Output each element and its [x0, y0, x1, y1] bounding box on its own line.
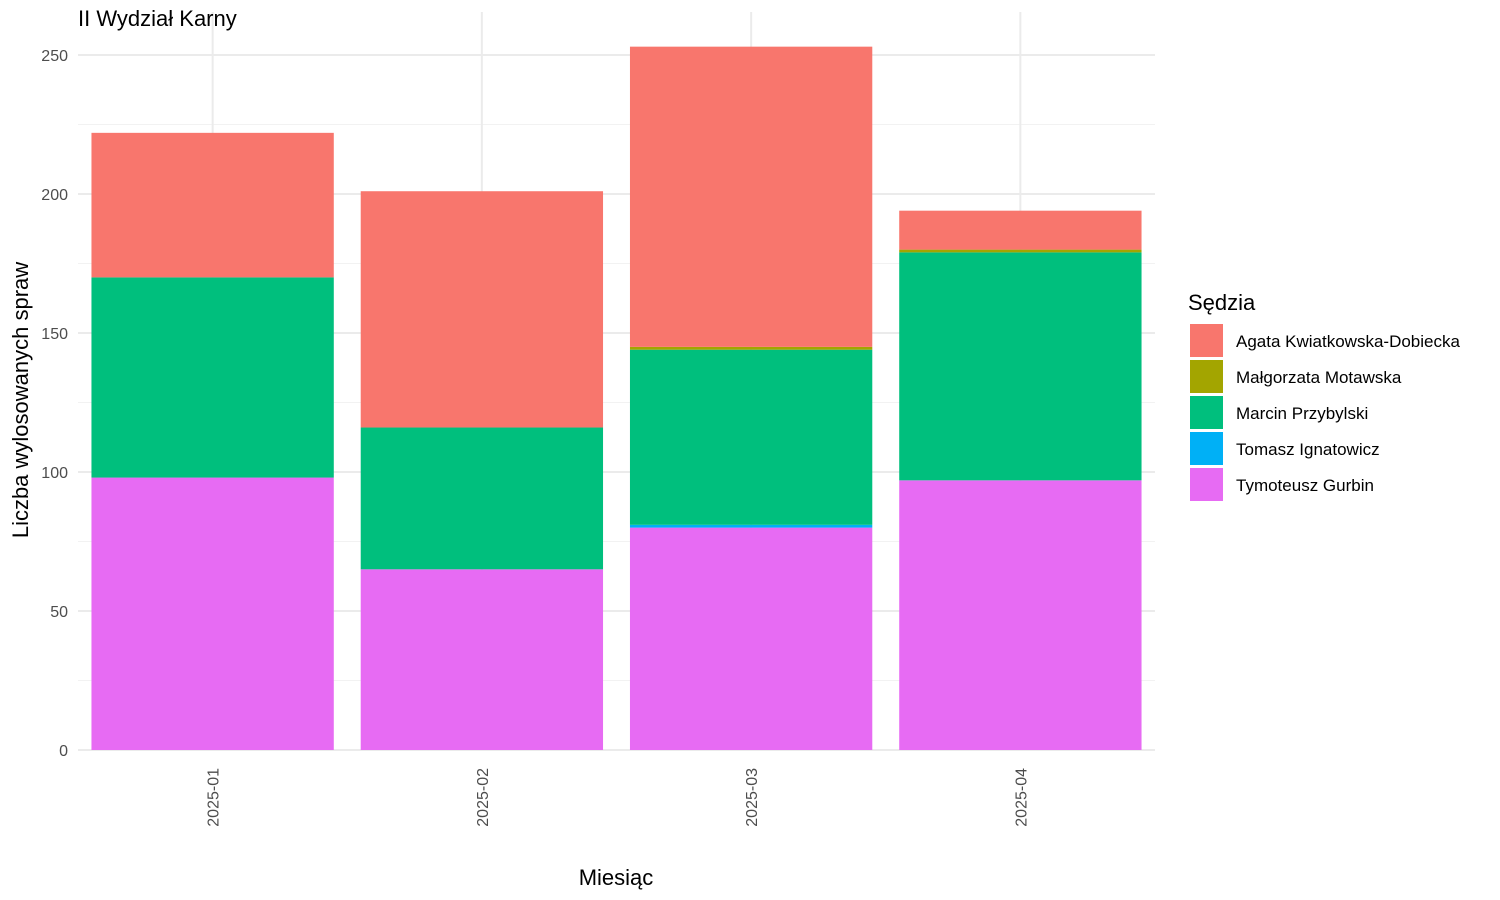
- y-tick-label: 150: [41, 326, 68, 343]
- bar-segment: [360, 569, 604, 750]
- legend-key: [1190, 468, 1223, 501]
- bar-segment: [629, 346, 873, 350]
- bar-segment: [91, 477, 334, 750]
- x-tick-label: 2025-02: [475, 768, 492, 827]
- legend-title: Sędzia: [1188, 290, 1256, 315]
- legend-key: [1190, 396, 1223, 429]
- legend-key: [1190, 360, 1223, 393]
- y-tick-label: 50: [50, 604, 68, 621]
- legend-label: Małgorzata Motawska: [1236, 368, 1402, 387]
- legend-label: Tymoteusz Gurbin: [1236, 476, 1374, 495]
- legend-label: Marcin Przybylski: [1236, 404, 1368, 423]
- bar-segment: [899, 480, 1142, 750]
- legend-label: Tomasz Ignatowicz: [1236, 440, 1380, 459]
- y-tick-label: 200: [41, 187, 68, 204]
- bar-segment: [629, 527, 873, 750]
- bar-segment: [629, 524, 873, 528]
- bar-segment: [91, 132, 334, 278]
- x-axis-title: Miesiąc: [579, 865, 654, 890]
- bars-layer: [91, 46, 1142, 750]
- y-axis-title: Liczba wylosowanych spraw: [8, 262, 33, 538]
- bar-segment: [91, 277, 334, 478]
- bar-segment: [360, 427, 604, 570]
- x-tick-label: 2025-04: [1013, 768, 1030, 827]
- chart-title: II Wydział Karny: [78, 6, 237, 31]
- bar-segment: [899, 252, 1142, 481]
- y-tick-label: 100: [41, 465, 68, 482]
- legend-key: [1190, 432, 1223, 465]
- x-tick-label: 2025-03: [744, 768, 761, 827]
- axis-layer: 0 50 100 150 200 250 2025-01 2025-02 2025-03 2025…: [41, 48, 1030, 827]
- bar-segment: [629, 46, 873, 347]
- legend-key: [1190, 324, 1223, 357]
- bar-segment: [899, 249, 1142, 253]
- x-tick-label: 2025-01: [206, 768, 223, 827]
- y-tick-label: 0: [59, 743, 68, 760]
- bar-segment: [899, 210, 1142, 250]
- bar-segment: [629, 349, 873, 525]
- legend-label: Agata Kwiatkowska-Dobiecka: [1236, 332, 1460, 351]
- legend: Sędzia Agata Kwiatkowska-Dobiecka Małgorz…: [1188, 290, 1460, 501]
- bar-segment: [360, 191, 604, 428]
- y-tick-label: 250: [41, 48, 68, 65]
